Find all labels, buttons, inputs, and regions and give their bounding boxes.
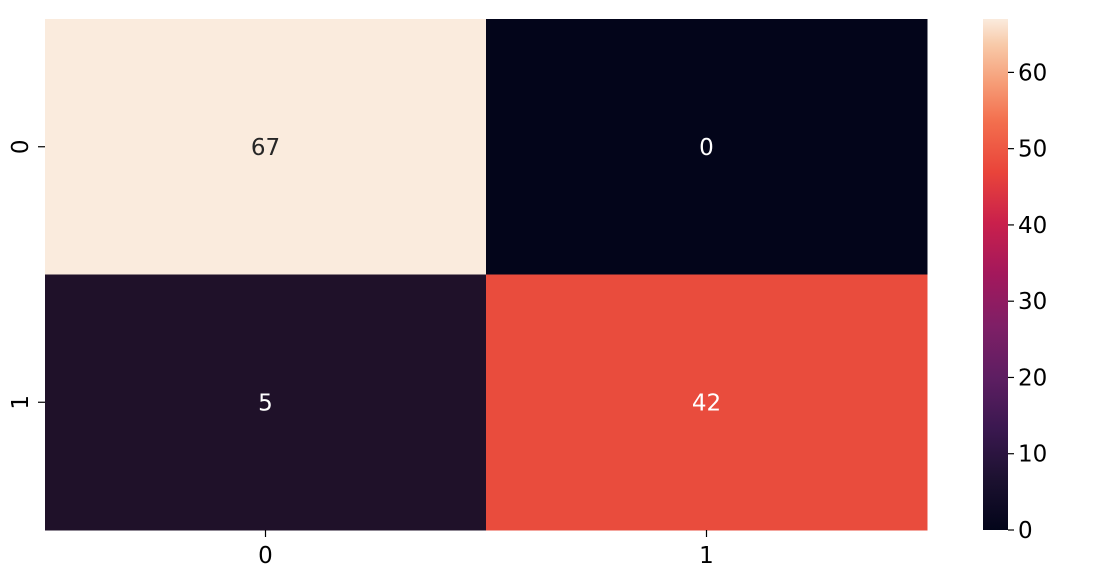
colorbar-tick-label-1: 10 [1018,442,1047,468]
y-axis: 01 [8,139,45,410]
colorbar-tick-label-0: 0 [1018,518,1033,544]
colorbar: 0 10 20 30 40 50 60 [983,19,1047,544]
colorbar-tick-label-6: 60 [1018,60,1047,86]
heatmap-annotations: 67 0 5 42 [251,135,721,417]
heatmap-cell-r1-c0 [45,274,487,531]
colorbar-gradient [983,19,1008,530]
y-tick-label-1: 1 [8,395,34,410]
colorbar-tick-label-3: 30 [1018,289,1047,315]
cell-value-r1-c1: 42 [692,390,721,416]
x-tick-label-0: 0 [258,543,273,569]
colorbar-tick-label-2: 20 [1018,365,1047,391]
x-tick-label-1: 1 [699,543,714,569]
cell-value-r1-c0: 5 [258,390,273,416]
cell-value-r0-c0: 67 [251,135,280,161]
colorbar-tick-label-5: 50 [1018,137,1047,163]
heatmap-cells [45,19,928,531]
heatmap-cell-r0-c0 [45,19,487,275]
y-tick-label-0: 0 [8,139,34,154]
cell-value-r0-c1: 0 [699,135,714,161]
colorbar-tick-label-4: 40 [1018,213,1047,239]
heatmap-cell-r0-c1 [486,19,928,275]
heatmap-cell-r1-c1 [486,274,928,531]
